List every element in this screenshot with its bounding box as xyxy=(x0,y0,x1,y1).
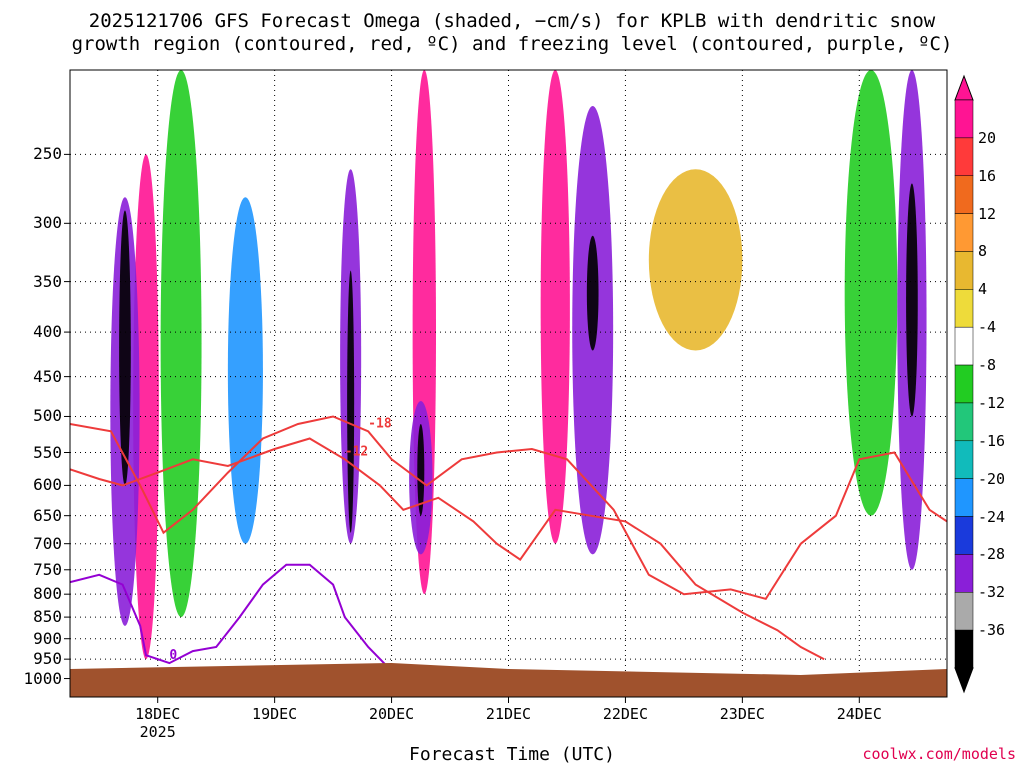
y-tick-label: 750 xyxy=(33,559,62,579)
colorbar-segment xyxy=(954,592,974,631)
colorbar-tick-label: -4 xyxy=(978,318,997,337)
y-tick-label: 450 xyxy=(33,366,62,386)
colorbar-top-arrow xyxy=(954,74,974,101)
colorbar-tick-label: -24 xyxy=(978,507,1006,526)
y-tick-label: 250 xyxy=(33,144,62,164)
omega-band xyxy=(540,70,570,544)
colorbar-tick-label: -16 xyxy=(978,431,1006,450)
colorbar-segment xyxy=(954,326,974,366)
colorbar-tick-label: -28 xyxy=(978,545,1006,564)
y-tick-label: 700 xyxy=(33,533,62,553)
plot-frame xyxy=(69,69,948,698)
colorbar-segment xyxy=(954,175,974,214)
y-tick-label: 850 xyxy=(33,607,62,627)
plot-background xyxy=(70,70,947,697)
x-tick-year: 2025 xyxy=(139,723,176,741)
chart-title-line2: growth region (contoured, red, ºC) and f… xyxy=(71,33,953,55)
dgz-contour-label: -18 xyxy=(368,416,392,431)
colorbar-segment xyxy=(954,364,974,404)
colorbar-segment xyxy=(954,478,974,517)
omega-band xyxy=(586,235,599,351)
colorbar-tick-label: -20 xyxy=(978,469,1006,488)
colorbar-segment xyxy=(954,554,974,593)
colorbar-bottom-arrow xyxy=(954,667,974,694)
colorbar-segment xyxy=(954,99,974,139)
omega-shading xyxy=(110,70,927,660)
colorbar-segment xyxy=(954,289,974,328)
omega-band xyxy=(648,169,743,351)
colorbar-tick-label: 20 xyxy=(978,128,997,147)
omega-band xyxy=(133,154,159,660)
y-tick-label: 800 xyxy=(33,584,62,604)
y-tick-label: 950 xyxy=(33,649,62,669)
omega-band xyxy=(844,70,898,516)
x-axis-label: Forecast Time (UTC) xyxy=(409,744,615,765)
colorbar-segment xyxy=(954,251,974,290)
x-tick-label: 22DEC xyxy=(602,705,648,723)
omega-band xyxy=(347,270,355,533)
y-tick-label: 300 xyxy=(33,213,62,233)
y-tick-label: 500 xyxy=(33,406,62,426)
grid-lines xyxy=(64,70,947,703)
colorbar-segment xyxy=(954,629,974,669)
y-tick-label: 900 xyxy=(33,628,62,648)
colorbar-tick-label: -32 xyxy=(978,583,1006,602)
colorbar-tick-label: -12 xyxy=(978,393,1006,412)
x-tick-label: 20DEC xyxy=(368,705,415,723)
x-tick-label: 18DEC xyxy=(135,705,181,723)
credit-link[interactable]: coolwx.com/models xyxy=(862,745,1016,763)
colorbar-segment xyxy=(954,516,974,555)
colorbar-segment xyxy=(954,213,974,252)
chart-title-line1: 2025121706 GFS Forecast Omega (shaded, −… xyxy=(88,10,936,32)
x-tick-label: 21DEC xyxy=(485,705,532,723)
dgz-contour-label: -12 xyxy=(345,444,368,459)
x-tick-label: 19DEC xyxy=(252,705,298,723)
y-tick-label: 550 xyxy=(33,442,62,462)
colorbar-tick-label: 16 xyxy=(978,166,997,185)
contour-layer: -12-18 0 xyxy=(70,415,947,672)
dgz-contour xyxy=(70,437,825,661)
y-tick-label: 1000 xyxy=(23,668,62,688)
colorbar-tick-label: -8 xyxy=(978,356,997,375)
x-tick-label: 23DEC xyxy=(719,705,765,723)
omega-band xyxy=(119,210,131,486)
y-tick-label: 400 xyxy=(33,322,62,342)
colorbar-segment xyxy=(954,402,974,442)
omega-band xyxy=(160,70,202,618)
colorbar-tick-label: -36 xyxy=(978,621,1006,640)
colorbar-tick-label: 4 xyxy=(978,280,988,299)
dgz-contour xyxy=(70,415,947,601)
y-tick-label: 600 xyxy=(33,475,62,495)
colorbar-tick-label: 12 xyxy=(978,204,997,223)
colorbar-segment xyxy=(954,137,974,176)
omega-band xyxy=(227,197,263,544)
y-tick-label: 350 xyxy=(33,271,62,291)
freezing-level-contour-label: 0 xyxy=(169,648,177,663)
omega-band xyxy=(906,183,918,417)
omega-band xyxy=(417,423,425,516)
colorbar-tick-label: 8 xyxy=(978,242,988,261)
y-tick-label: 650 xyxy=(33,505,62,525)
colorbar xyxy=(954,74,974,694)
freezing-level-contour xyxy=(70,563,393,672)
terrain-ground xyxy=(70,662,947,697)
x-tick-label: 24DEC xyxy=(836,705,882,723)
colorbar-segment xyxy=(954,440,974,479)
